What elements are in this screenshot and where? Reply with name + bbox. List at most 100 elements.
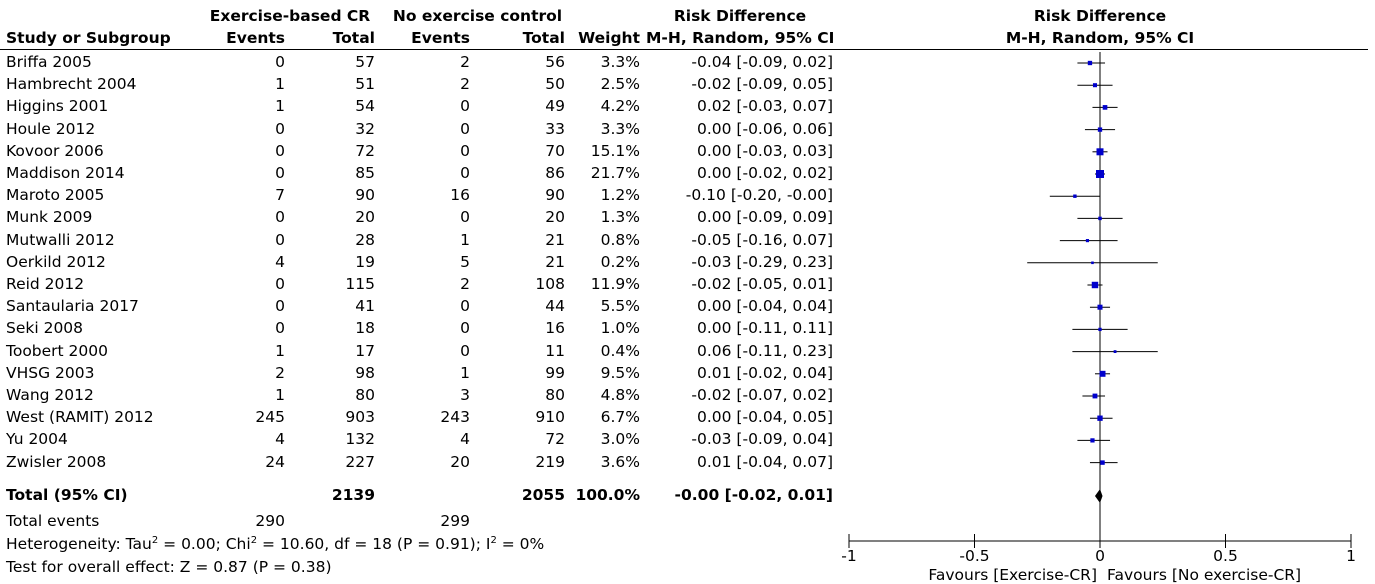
weight-cell: 15.1% [590,141,640,160]
plot-method-header: M-H, Random, 95% CI [1005,29,1195,47]
x-tick-label: -0.5 [959,547,989,565]
study-name: Mutwalli 2012 [6,230,115,249]
total1-header: Total [332,29,375,47]
events1-cell: 245 [255,408,285,427]
events2-cell: 0 [460,319,470,338]
events2-cell: 2 [460,53,470,71]
total1-cell: 17 [355,341,375,360]
events2-cell: 0 [460,341,470,360]
study-name: Reid 2012 [6,275,85,293]
events1-cell: 0 [275,208,285,227]
events2-cell: 3 [460,386,470,404]
study-name: Seki 2008 [6,319,84,338]
ci-cell: -0.03 [-0.09, 0.04] [691,430,833,449]
ci-cell: 0.00 [-0.09, 0.09] [696,208,833,227]
ci-cell: 0.00 [-0.11, 0.11] [696,319,833,338]
effect-marker [1098,216,1102,221]
total2-cell: 108 [535,275,565,293]
weight-cell: 3.3% [600,53,640,71]
study-name: Yu 2004 [6,430,68,449]
events1-cell: 1 [275,341,285,360]
weight-cell: 0.2% [600,252,640,271]
total1-cell: 115 [345,275,375,293]
total2-cell: 910 [535,408,565,427]
study-name: Houle 2012 [6,119,96,138]
total1-cell: 90 [355,186,375,205]
events2-cell: 0 [460,97,470,116]
effect-header: Risk Difference [673,7,807,25]
total2-cell: 49 [545,97,565,116]
effect-marker [1073,194,1077,198]
events2-cell: 0 [460,208,470,227]
events2-cell: 243 [440,408,470,427]
total2-cell: 86 [545,164,565,182]
study-name: Oerkild 2012 [6,252,106,271]
total1-cell: 20 [355,208,375,227]
ci-cell: -0.02 [-0.09, 0.05] [691,75,833,94]
total1-cell: 72 [355,141,375,160]
effect-marker [1102,105,1108,110]
x-tick-label: 0 [1095,547,1105,565]
study-header: Study or Subgroup [6,29,171,47]
x-tick-label: 0.5 [1213,547,1238,565]
total-ci: -0.00 [-0.02, 0.01] [674,486,833,504]
method-header: M-H, Random, 95% CI [646,29,835,47]
study-name: Toobert 2000 [6,341,108,360]
weight-cell: 9.5% [600,363,640,382]
total1-cell: 51 [355,75,375,94]
effect-marker [1100,460,1105,465]
total1-cell: 19 [355,252,375,271]
weight-cell: 3.0% [600,430,640,449]
total2-cell: 90 [545,186,565,205]
effect-marker [1113,350,1117,354]
ci-cell: 0.00 [-0.03, 0.03] [696,141,833,160]
events1-cell: 0 [275,164,285,182]
heterogeneity-text: Heterogeneity: Tau2 = 0.00; Chi2 = 10.60… [6,534,545,553]
total1-cell: 98 [355,363,375,382]
study-name: West (RAMIT) 2012 [6,408,154,427]
effect-marker [1097,304,1103,310]
events1-cell: 1 [275,75,285,94]
effect-marker [1097,127,1103,132]
study-name: Munk 2009 [6,208,93,227]
events2-cell: 16 [450,186,470,205]
effect-marker [1092,393,1098,399]
events2-cell: 0 [460,164,470,182]
total2-header: Total [522,29,565,47]
events1-cell: 1 [275,97,285,116]
effect-marker [1087,60,1093,66]
effect-marker [1091,281,1099,289]
events1-cell: 0 [275,275,285,293]
events2-cell: 0 [460,119,470,138]
events2-cell: 0 [460,141,470,160]
total1-cell: 28 [355,230,375,249]
study-name: Wang 2012 [6,386,94,404]
total1-value: 2139 [331,486,375,504]
favours-left: Favours [Exercise-CR] [928,566,1097,584]
total1-cell: 80 [355,386,375,404]
effect-marker [1085,239,1090,243]
total1-cell: 227 [345,452,375,471]
events1-cell: 0 [275,297,285,316]
weight-cell: 1.2% [600,186,640,205]
effect-marker [1097,415,1103,421]
ci-cell: 0.06 [-0.11, 0.23] [696,341,833,360]
x-tick-label: 1 [1346,547,1356,565]
weight-cell: 3.6% [600,452,640,471]
weight-cell: 3.3% [600,119,640,138]
study-name: Hambrecht 2004 [6,75,137,94]
events1-cell: 0 [275,230,285,249]
events-label: Total events [6,512,100,530]
total2-cell: 56 [545,53,565,71]
study-name: Briffa 2005 [6,53,92,71]
weight-cell: 1.0% [600,319,640,338]
study-name: Kovoor 2006 [6,141,104,160]
ci-cell: -0.10 [-0.20, -0.00] [685,186,833,205]
ci-cell: 0.01 [-0.04, 0.07] [696,452,833,471]
events1-cell: 2 [275,363,285,382]
total1-cell: 132 [345,430,375,449]
weight-cell: 4.2% [600,97,640,116]
total-weight: 100.0% [575,486,640,504]
x-tick-label: -1 [841,547,856,565]
total1-cell: 903 [345,408,375,427]
